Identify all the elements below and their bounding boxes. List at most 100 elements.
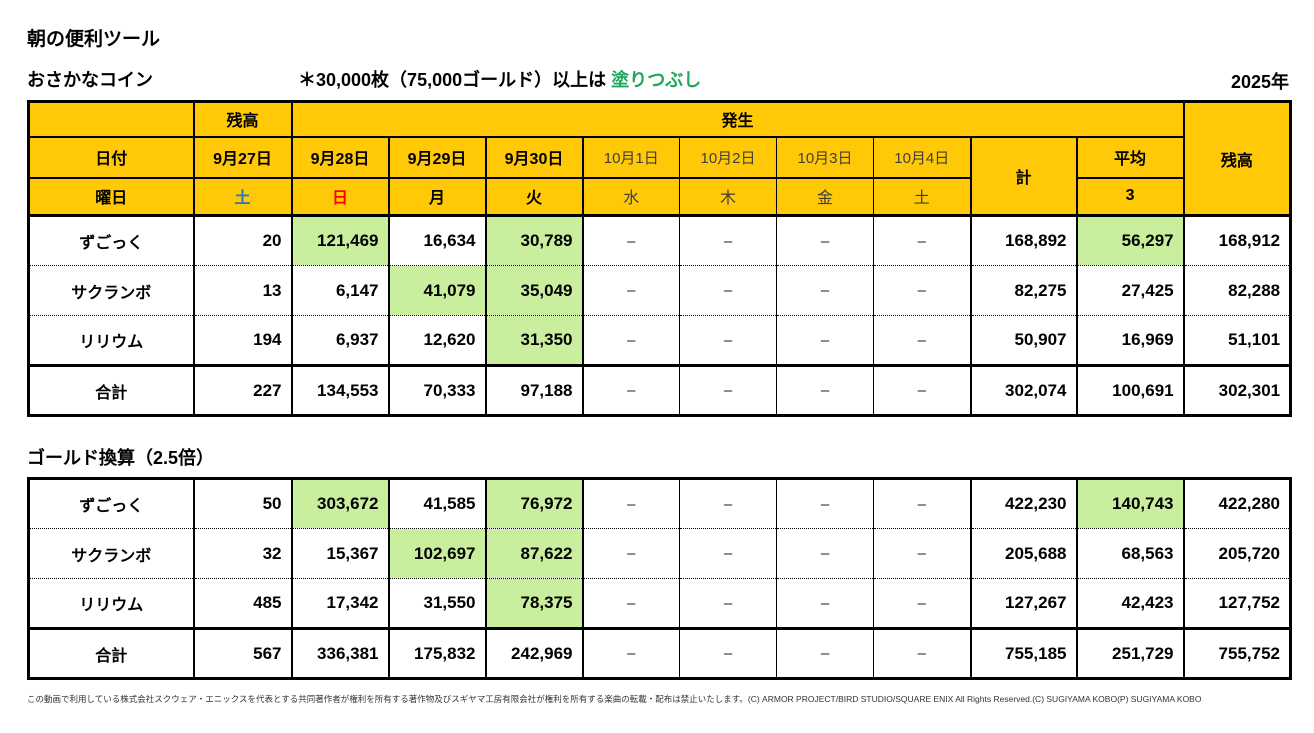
- total-cell[interactable]: 302,074: [969, 364, 1077, 416]
- header-occurrence-label[interactable]: 発生: [290, 101, 1184, 138]
- day-value-cell[interactable]: –: [873, 528, 971, 579]
- day-value-cell[interactable]: –: [776, 364, 874, 416]
- balance-end-cell[interactable]: 755,752: [1182, 627, 1291, 679]
- average-cell[interactable]: 68,563: [1075, 528, 1184, 579]
- header-average-count[interactable]: 3: [1075, 177, 1184, 217]
- day-value-cell[interactable]: 70,333: [387, 364, 486, 416]
- day-value-cell[interactable]: 336,381: [290, 627, 389, 679]
- average-cell[interactable]: 56,297: [1075, 214, 1184, 266]
- header-date-cell[interactable]: 9月29日: [387, 136, 486, 179]
- day-value-cell[interactable]: –: [679, 578, 777, 629]
- balance-start-cell[interactable]: 485: [192, 578, 292, 629]
- day-value-cell[interactable]: 121,469: [290, 214, 389, 266]
- header-weekday-cell[interactable]: 金: [776, 177, 874, 217]
- day-value-cell[interactable]: –: [679, 315, 777, 366]
- row-name-cell[interactable]: ずごっく: [28, 477, 194, 529]
- average-cell[interactable]: 251,729: [1075, 627, 1184, 679]
- header-date-cell[interactable]: 10月2日: [679, 136, 777, 179]
- balance-end-cell[interactable]: 168,912: [1182, 214, 1291, 266]
- header-weekday-cell[interactable]: 木: [679, 177, 777, 217]
- day-value-cell[interactable]: –: [581, 315, 680, 366]
- total-cell[interactable]: 422,230: [969, 477, 1077, 529]
- balance-end-cell[interactable]: 51,101: [1182, 315, 1291, 366]
- day-value-cell[interactable]: –: [581, 364, 680, 416]
- average-cell[interactable]: 140,743: [1075, 477, 1184, 529]
- day-value-cell[interactable]: –: [581, 578, 680, 629]
- day-value-cell[interactable]: –: [581, 265, 680, 316]
- row-name-cell[interactable]: サクランボ: [28, 528, 194, 579]
- day-value-cell[interactable]: –: [873, 364, 971, 416]
- day-value-cell[interactable]: 6,937: [290, 315, 389, 366]
- header-weekday-cell[interactable]: 火: [484, 177, 583, 217]
- balance-end-cell[interactable]: 127,752: [1182, 578, 1291, 629]
- day-value-cell[interactable]: 76,972: [484, 477, 583, 529]
- day-value-cell[interactable]: 41,079: [387, 265, 486, 316]
- balance-start-cell[interactable]: 13: [192, 265, 292, 316]
- day-value-cell[interactable]: –: [581, 477, 680, 529]
- day-value-cell[interactable]: 15,367: [290, 528, 389, 579]
- average-cell[interactable]: 100,691: [1075, 364, 1184, 416]
- header-weekday-cell[interactable]: 月: [387, 177, 486, 217]
- row-name-cell[interactable]: リリウム: [28, 578, 194, 629]
- day-value-cell[interactable]: –: [581, 214, 680, 266]
- balance-start-cell[interactable]: 194: [192, 315, 292, 366]
- header-date-cell[interactable]: 10月3日: [776, 136, 874, 179]
- average-cell[interactable]: 16,969: [1075, 315, 1184, 366]
- header-date-cell[interactable]: 10月4日: [873, 136, 971, 179]
- row-name-cell[interactable]: 合計: [28, 364, 194, 416]
- balance-end-cell[interactable]: 205,720: [1182, 528, 1291, 579]
- row-name-cell[interactable]: リリウム: [28, 315, 194, 366]
- day-value-cell[interactable]: 17,342: [290, 578, 389, 629]
- day-value-cell[interactable]: 16,634: [387, 214, 486, 266]
- day-value-cell[interactable]: –: [776, 528, 874, 579]
- header-weekday-cell[interactable]: 土: [873, 177, 971, 217]
- balance-end-cell[interactable]: 82,288: [1182, 265, 1291, 316]
- day-value-cell[interactable]: –: [776, 578, 874, 629]
- day-value-cell[interactable]: 41,585: [387, 477, 486, 529]
- day-value-cell[interactable]: –: [679, 364, 777, 416]
- header-corner-blank-cell[interactable]: [28, 101, 194, 138]
- day-value-cell[interactable]: –: [581, 528, 680, 579]
- header-weekday-cell[interactable]: 日: [290, 177, 389, 217]
- day-value-cell[interactable]: 303,672: [290, 477, 389, 529]
- total-cell[interactable]: 168,892: [969, 214, 1077, 266]
- header-date-cell[interactable]: 9月30日: [484, 136, 583, 179]
- row-name-cell[interactable]: サクランボ: [28, 265, 194, 316]
- day-value-cell[interactable]: –: [873, 214, 971, 266]
- day-value-cell[interactable]: –: [679, 214, 777, 266]
- day-value-cell[interactable]: –: [679, 627, 777, 679]
- total-cell[interactable]: 50,907: [969, 315, 1077, 366]
- header-total-label[interactable]: 計: [969, 136, 1077, 217]
- day-value-cell[interactable]: –: [873, 627, 971, 679]
- balance-end-cell[interactable]: 422,280: [1182, 477, 1291, 529]
- row-name-cell[interactable]: 合計: [28, 627, 194, 679]
- header-average-label[interactable]: 平均: [1075, 136, 1184, 179]
- header-date-cell[interactable]: 9月27日: [192, 136, 292, 179]
- average-cell[interactable]: 42,423: [1075, 578, 1184, 629]
- day-value-cell[interactable]: 31,550: [387, 578, 486, 629]
- day-value-cell[interactable]: –: [776, 477, 874, 529]
- row-name-cell[interactable]: ずごっく: [28, 214, 194, 266]
- header-weekday-cell[interactable]: 水: [581, 177, 680, 217]
- balance-start-cell[interactable]: 20: [192, 214, 292, 266]
- day-value-cell[interactable]: –: [873, 578, 971, 629]
- header-date-label[interactable]: 日付: [28, 136, 194, 179]
- total-cell[interactable]: 205,688: [969, 528, 1077, 579]
- header-balance-end-label[interactable]: 残高: [1182, 101, 1291, 217]
- day-value-cell[interactable]: 35,049: [484, 265, 583, 316]
- day-value-cell[interactable]: –: [873, 315, 971, 366]
- balance-start-cell[interactable]: 227: [192, 364, 292, 416]
- day-value-cell[interactable]: 175,832: [387, 627, 486, 679]
- balance-start-cell[interactable]: 567: [192, 627, 292, 679]
- day-value-cell[interactable]: –: [873, 265, 971, 316]
- balance-start-cell[interactable]: 50: [192, 477, 292, 529]
- day-value-cell[interactable]: –: [581, 627, 680, 679]
- day-value-cell[interactable]: –: [679, 528, 777, 579]
- day-value-cell[interactable]: –: [679, 265, 777, 316]
- total-cell[interactable]: 127,267: [969, 578, 1077, 629]
- day-value-cell[interactable]: –: [776, 315, 874, 366]
- day-value-cell[interactable]: 6,147: [290, 265, 389, 316]
- balance-end-cell[interactable]: 302,301: [1182, 364, 1291, 416]
- balance-start-cell[interactable]: 32: [192, 528, 292, 579]
- total-cell[interactable]: 82,275: [969, 265, 1077, 316]
